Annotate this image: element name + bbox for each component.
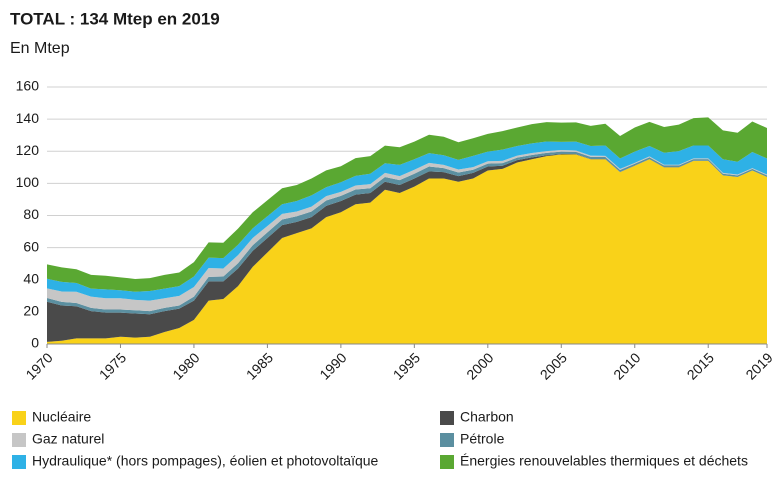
y-tick-label: 40: [23, 270, 39, 286]
x-tick-label: 1975: [96, 349, 129, 382]
x-tick-label: 2005: [537, 349, 570, 382]
y-tick-label: 120: [16, 142, 40, 158]
area: [47, 141, 767, 301]
legend-label: Énergies renouvelables thermiques et déc…: [460, 453, 748, 469]
x-tick-label: 1995: [390, 349, 423, 382]
y-tick-label: 60: [23, 238, 39, 254]
y-tick-label: 140: [16, 110, 40, 126]
legend-label: Charbon: [460, 409, 514, 425]
area: [47, 149, 767, 312]
x-tick-label: 1990: [316, 349, 349, 382]
area: [47, 117, 767, 292]
legend-swatch: [440, 411, 454, 425]
y-tick-label: 160: [16, 78, 40, 94]
chart-subtitle: En Mtep: [10, 40, 70, 57]
x-tick-label: 2015: [684, 349, 717, 382]
legend-swatch: [12, 433, 26, 447]
y-tick-label: 80: [23, 206, 39, 222]
area: [47, 153, 767, 342]
y-tick-label: 20: [23, 303, 39, 319]
x-tick-label: 2000: [463, 349, 496, 382]
legend-swatch: [12, 455, 26, 469]
x-tick-label: 2019: [742, 349, 775, 382]
x-tick-label: 1980: [169, 349, 202, 382]
legend-swatch: [440, 433, 454, 447]
y-tick-label: 100: [16, 174, 40, 190]
legend-label: Pétrole: [460, 431, 505, 447]
legend-swatch: [440, 455, 454, 469]
x-tick-label: 1985: [243, 349, 276, 382]
y-tick-label: 0: [31, 335, 39, 351]
legend-label: Hydraulique* (hors pompages), éolien et …: [32, 453, 379, 469]
chart-title: TOTAL : 134 Mtep en 2019: [10, 9, 220, 28]
legend-label: Nucléaire: [32, 409, 91, 425]
area: [47, 151, 767, 315]
legend-swatch: [12, 411, 26, 425]
area: [47, 154, 767, 344]
legend-label: Gaz naturel: [32, 431, 104, 447]
x-tick-label: 1970: [22, 349, 55, 382]
x-tick-label: 2010: [610, 349, 643, 382]
